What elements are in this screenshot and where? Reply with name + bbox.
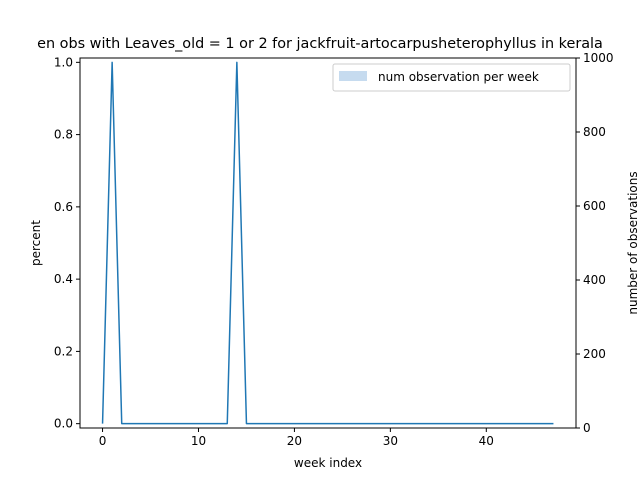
x-tick-label: 40 — [479, 434, 494, 448]
legend-box — [332, 63, 571, 92]
y2-tick-label: 1000 — [583, 51, 614, 65]
x-tick-label: 30 — [383, 434, 398, 448]
y2-tick-label: 800 — [583, 125, 606, 139]
y2-tick-label: 400 — [583, 273, 606, 287]
x-axis-label: week index — [294, 456, 362, 470]
line-series — [101, 61, 554, 425]
x-tick-label: 0 — [99, 434, 107, 448]
y-tick-label: 0.2 — [54, 344, 73, 358]
y-tick-label: 0.0 — [54, 417, 73, 431]
y-tick-label: 0.6 — [54, 200, 73, 214]
y2-tick-label: 0 — [583, 421, 591, 435]
legend: num observation per week — [332, 63, 571, 92]
y-tick-label: 1.0 — [54, 55, 73, 69]
legend-label: num observation per week — [378, 70, 539, 84]
y-tick-label: 0.8 — [54, 128, 73, 142]
legend-swatch — [339, 71, 367, 81]
chart-title: en obs with Leaves_old = 1 or 2 for jack… — [37, 36, 603, 52]
y2-tick-label: 200 — [583, 347, 606, 361]
y-axis-ticks: 0.0 0.2 0.4 0.6 0.8 1.0 — [54, 55, 80, 431]
series-line — [101, 61, 554, 425]
y-axis-label: percent — [29, 220, 43, 266]
y2-tick-label: 600 — [583, 199, 606, 213]
y2-axis-label: number of observations — [626, 171, 640, 314]
x-tick-label: 20 — [287, 434, 302, 448]
x-tick-label: 10 — [191, 434, 206, 448]
plot-frame — [79, 57, 577, 429]
y-tick-label: 0.4 — [54, 272, 73, 286]
y2-axis-ticks: 0 200 400 600 800 1000 — [576, 51, 614, 435]
x-axis-ticks: 0 10 20 30 40 — [99, 428, 494, 448]
